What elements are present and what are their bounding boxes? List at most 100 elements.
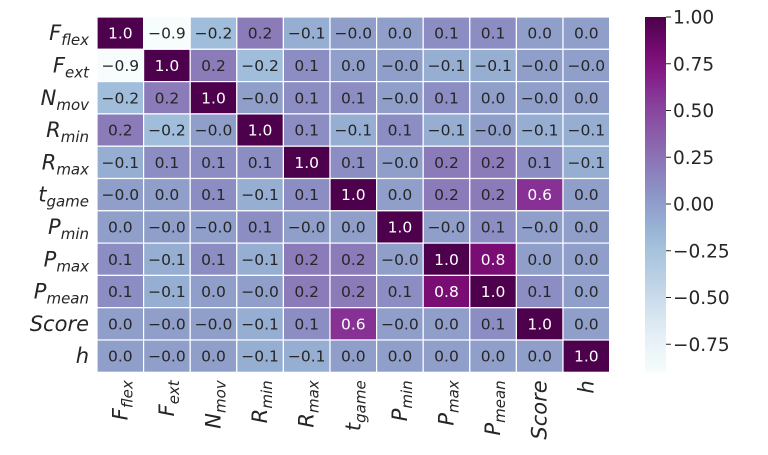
- cell-value-label: −0.1: [101, 154, 139, 172]
- cell-value-label: 0.2: [341, 283, 366, 301]
- cell-value-label: 1.0: [155, 57, 180, 75]
- heatmap-cell: [376, 80, 424, 115]
- heatmap-cell: [515, 145, 564, 180]
- cell-value-label: −0.0: [381, 57, 419, 75]
- cell-value-label: −0.0: [381, 154, 419, 172]
- column-label: Score: [528, 380, 552, 439]
- cell-value-label: 0.1: [481, 218, 506, 236]
- cell-value-label: −0.0: [195, 122, 233, 140]
- heatmap-cell: [282, 339, 331, 373]
- cell-value-label: 0.2: [248, 25, 273, 43]
- cell-value-label: 0.1: [341, 154, 366, 172]
- cell-value-label: −0.1: [241, 186, 279, 204]
- cell-value-label: −0.2: [241, 57, 279, 75]
- cell-value-label: −0.9: [148, 25, 186, 43]
- colorbar-tick-label: −0.75: [673, 335, 730, 356]
- cell-value-label: 0.0: [574, 25, 599, 43]
- cell-value-label: −0.0: [334, 25, 372, 43]
- cell-value-label: 1.0: [481, 283, 506, 301]
- cell-value-label: 0.8: [434, 283, 459, 301]
- heatmap-cell: [469, 307, 517, 341]
- heatmap-cell: [422, 339, 471, 373]
- heatmap-cell: [469, 113, 517, 147]
- cell-value-label: 0.0: [481, 89, 506, 107]
- heatmap-cell: [236, 307, 285, 341]
- cell-value-label: 0.0: [434, 315, 459, 333]
- heatmap-cell: [562, 210, 611, 244]
- row-label: Pmean: [34, 280, 89, 308]
- heatmap-cell: [96, 16, 145, 50]
- heatmap-cell: [96, 210, 145, 244]
- cell-value-label: 0.0: [574, 218, 599, 236]
- cell-value-label: 0.0: [388, 348, 413, 366]
- column-label: Nmov: [202, 379, 230, 429]
- heatmap-cell: [562, 16, 611, 50]
- heatmap-cell: [189, 113, 238, 147]
- cell-value-label: 0.0: [527, 348, 552, 366]
- heatmap-cell: [469, 274, 517, 309]
- heatmap-cell: [329, 210, 378, 244]
- heatmap-cell: [189, 274, 238, 309]
- cell-value-label: 1.0: [248, 122, 273, 140]
- row-label: Score: [30, 312, 89, 336]
- row-labels: Fflex Fext Nmov Rmin Rmax tgame Pmin Pmax Pmean S…: [30, 21, 90, 368]
- cell-value-label: 0.1: [434, 89, 459, 107]
- row-label: Rmin: [46, 118, 89, 146]
- cell-value-label: 0.1: [294, 122, 319, 140]
- column-label: tgame: [341, 380, 369, 431]
- heatmap-cell: [515, 339, 564, 373]
- cell-value-label: 0.0: [574, 315, 599, 333]
- cell-value-label: −0.1: [241, 348, 279, 366]
- cell-value-label: 0.0: [108, 218, 133, 236]
- cell-value-label: 0.1: [155, 154, 180, 172]
- cell-value-label: 0.2: [294, 251, 319, 269]
- heatmap-cell: [189, 307, 238, 341]
- cell-value-label: 0.2: [434, 186, 459, 204]
- cell-value-label: 0.0: [527, 25, 552, 43]
- cell-value-label: 0.0: [574, 251, 599, 269]
- cell-value-label: −0.2: [101, 89, 139, 107]
- cell-value-label: −0.0: [521, 218, 559, 236]
- cell-value-label: −0.0: [195, 218, 233, 236]
- column-label: Fext: [155, 379, 183, 416]
- cell-value-label: −0.0: [521, 89, 559, 107]
- heatmap-cell: [282, 242, 331, 277]
- column-label: Fflex: [108, 380, 136, 420]
- heatmap-cell: [282, 307, 331, 341]
- cell-value-label: 0.0: [108, 348, 133, 366]
- heatmap-cell: [422, 48, 471, 83]
- cell-value-label: 0.1: [388, 283, 413, 301]
- cell-value-label: 0.0: [341, 348, 366, 366]
- heatmap-cell: [143, 145, 191, 180]
- cell-value-label: −0.0: [474, 122, 512, 140]
- cell-value-label: 0.0: [574, 186, 599, 204]
- cell-value-label: 0.2: [434, 154, 459, 172]
- heatmap-cell: [236, 177, 285, 212]
- cell-value-label: −0.0: [195, 315, 233, 333]
- cell-value-label: −0.1: [567, 122, 605, 140]
- column-label: Pmean: [481, 380, 509, 435]
- cell-value-label: −0.1: [288, 348, 326, 366]
- heatmap-cell: [562, 48, 611, 83]
- cell-value-label: 1.0: [201, 89, 226, 107]
- cell-value-label: 0.1: [201, 251, 226, 269]
- cell-value-label: 0.0: [481, 348, 506, 366]
- cell-value-label: 0.0: [527, 251, 552, 269]
- heatmap-cell: [469, 145, 517, 180]
- cell-value-label: −0.0: [241, 283, 279, 301]
- heatmap-cell: [515, 274, 564, 309]
- cell-value-label: −0.0: [101, 186, 139, 204]
- cell-value-label: 0.2: [155, 89, 180, 107]
- cell-value-label: 0.1: [108, 283, 133, 301]
- cell-value-label: −0.0: [567, 57, 605, 75]
- cell-value-label: 1.0: [434, 251, 459, 269]
- cell-value-label: −0.9: [101, 57, 139, 75]
- heatmap-cell: [282, 48, 331, 83]
- cell-value-label: 0.8: [481, 251, 506, 269]
- cell-value-label: 0.2: [481, 154, 506, 172]
- cell-value-label: 0.1: [294, 315, 319, 333]
- cell-value-label: 0.1: [294, 57, 319, 75]
- heatmap-cell: [376, 274, 424, 309]
- heatmap-cell: [329, 177, 378, 212]
